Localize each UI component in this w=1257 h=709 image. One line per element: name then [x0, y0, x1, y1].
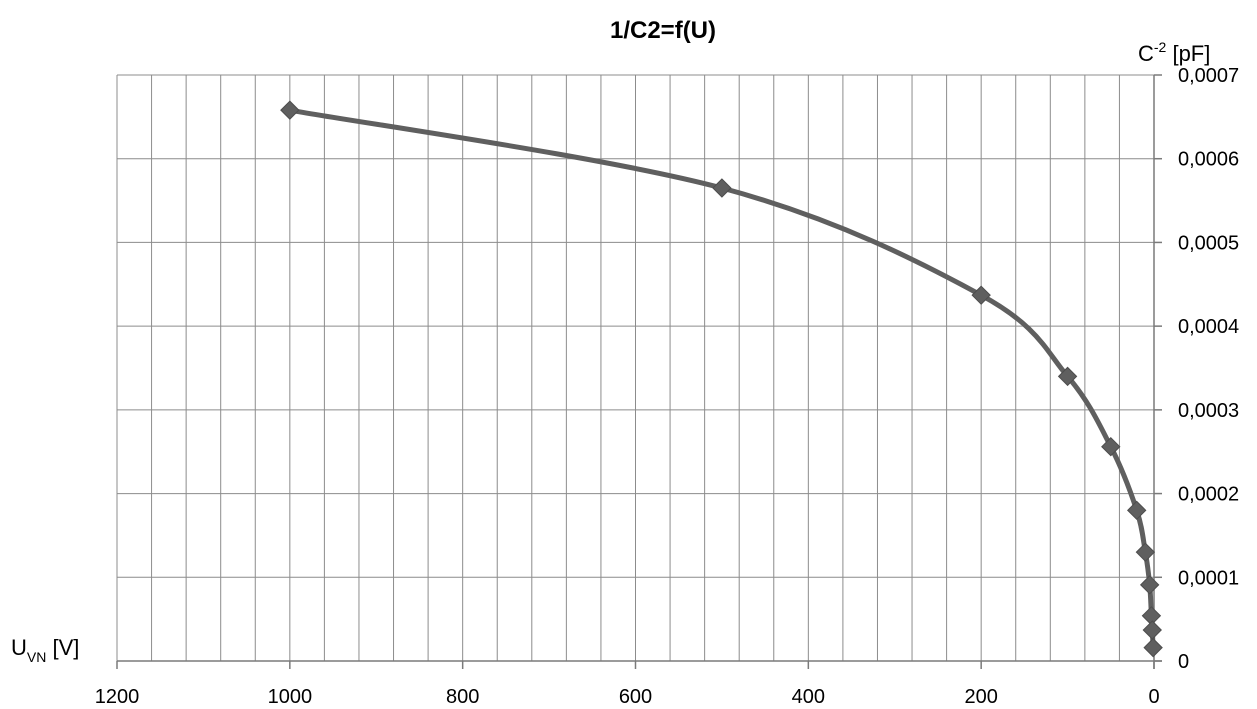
data-point-marker [280, 100, 300, 120]
x-tick-label: 0 [1148, 686, 1159, 708]
x-tick-label: 1000 [268, 686, 313, 708]
x-tick-label: 400 [792, 686, 825, 708]
y-axis-label-unit: [pF] [1166, 41, 1210, 66]
y-axis-label-main: C [1138, 41, 1154, 66]
y-tick-labels: 0 0,0001 0,0002 0,0003 0,0004 0,0005 0,0006 0,0… [1178, 65, 1239, 673]
y-axis-label-sup: -2 [1154, 39, 1167, 55]
data-point-marker [1143, 637, 1163, 658]
chart-title: 1/C2=f(U) [610, 17, 716, 44]
y-tick-label: 0,0007 [1178, 65, 1239, 87]
y-tick-label: 0,0006 [1178, 149, 1239, 171]
x-tick-label: 600 [619, 686, 652, 708]
x-axis-label: UVN [V] [11, 635, 79, 665]
data-point-marker [1101, 436, 1121, 457]
data-point-marker [1057, 366, 1078, 387]
data-point-marker [712, 178, 732, 198]
grid [116, 74, 1155, 662]
x-tick-label: 200 [964, 686, 997, 708]
data-point-marker [1127, 500, 1147, 521]
x-tick-label: 1200 [95, 686, 140, 708]
y-tick-label: 0,0002 [1178, 484, 1239, 506]
data-point-marker [1142, 620, 1162, 640]
data-point-marker [1139, 575, 1160, 595]
data-point-marker [1135, 542, 1156, 562]
y-tick-label: 0 [1178, 651, 1189, 673]
x-axis-label-unit: [V] [46, 635, 79, 660]
data-point-marker [971, 285, 991, 305]
y-axis-label: C-2 [pF] [1138, 39, 1210, 66]
y-tick-label: 0,0004 [1178, 316, 1239, 338]
x-tick-labels: 0 200 400 600 800 1000 1200 [95, 686, 1160, 708]
axes [116, 74, 1162, 669]
x-axis-label-sub: VN [27, 649, 46, 665]
y-tick-label: 0,0005 [1178, 232, 1239, 254]
y-tick-label: 0,0003 [1178, 400, 1239, 422]
markers [280, 100, 1163, 658]
x-tick-label: 800 [446, 686, 479, 708]
y-tick-label: 0,0001 [1178, 567, 1239, 589]
x-axis-label-main: U [11, 635, 27, 660]
